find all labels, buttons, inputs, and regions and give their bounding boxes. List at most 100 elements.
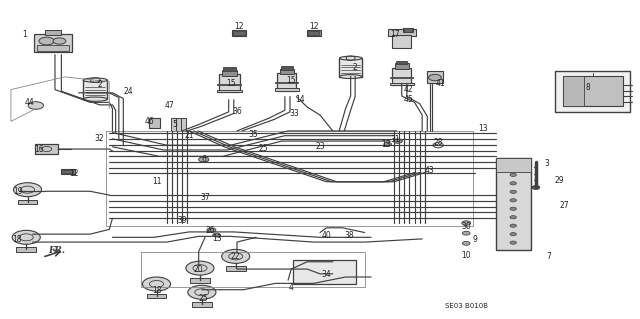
Circle shape [53, 38, 66, 44]
Text: 32: 32 [95, 134, 104, 143]
Circle shape [429, 74, 442, 81]
Circle shape [394, 139, 403, 143]
Bar [563, 76, 623, 106]
Circle shape [198, 157, 209, 162]
Text: 34: 34 [321, 270, 332, 279]
Text: 46: 46 [145, 117, 154, 126]
Bar [277, 73, 296, 91]
Text: 26: 26 [205, 226, 215, 234]
Circle shape [510, 233, 516, 236]
Text: 23: 23 [315, 142, 325, 151]
Text: 13: 13 [212, 234, 221, 243]
Text: FR.: FR. [48, 247, 65, 256]
Text: 21: 21 [184, 131, 194, 140]
Ellipse shape [339, 56, 362, 60]
Circle shape [39, 37, 54, 45]
Bar [37, 45, 69, 50]
Circle shape [463, 231, 470, 235]
Text: 12: 12 [234, 22, 244, 31]
Text: 8: 8 [586, 83, 591, 92]
Text: 13: 13 [478, 124, 488, 133]
Circle shape [510, 182, 516, 185]
Bar [563, 76, 584, 106]
Bar [390, 83, 414, 85]
Bar [35, 144, 58, 154]
Text: 11: 11 [152, 177, 162, 186]
Circle shape [186, 261, 214, 275]
Bar [232, 30, 246, 36]
Text: 6: 6 [202, 155, 206, 164]
Bar [403, 28, 413, 32]
Text: 4: 4 [289, 283, 294, 292]
Text: 47: 47 [165, 101, 175, 110]
Text: 7: 7 [546, 252, 551, 261]
Text: 2: 2 [97, 80, 102, 89]
Text: 20: 20 [194, 264, 204, 274]
Circle shape [510, 173, 516, 176]
Text: 27: 27 [559, 201, 569, 210]
Ellipse shape [83, 97, 108, 101]
Circle shape [28, 102, 44, 109]
Bar [307, 30, 321, 36]
Text: 1: 1 [22, 30, 28, 39]
Text: 43: 43 [425, 166, 435, 175]
Text: 28: 28 [433, 137, 443, 146]
Text: 17: 17 [390, 30, 399, 39]
Circle shape [384, 142, 392, 146]
Bar [219, 74, 239, 93]
Bar [275, 82, 298, 84]
Text: 12: 12 [69, 169, 79, 178]
Text: 36: 36 [232, 108, 242, 116]
Text: 35: 35 [249, 130, 259, 138]
Circle shape [510, 207, 516, 210]
Text: 5: 5 [172, 120, 177, 129]
Text: 18: 18 [12, 235, 21, 244]
Circle shape [13, 183, 42, 197]
Bar [147, 294, 166, 298]
Bar [308, 31, 319, 35]
Bar [555, 71, 630, 113]
Bar [216, 90, 242, 93]
Text: 33: 33 [289, 109, 300, 118]
Bar [281, 66, 292, 70]
Bar [190, 278, 210, 283]
Text: 13: 13 [381, 140, 390, 149]
Text: 18: 18 [152, 286, 161, 295]
Text: 22: 22 [231, 252, 241, 261]
Text: 41: 41 [435, 79, 445, 88]
Circle shape [188, 285, 216, 299]
Text: 38: 38 [344, 231, 353, 240]
Text: 10: 10 [461, 251, 470, 260]
Text: 37: 37 [200, 193, 210, 202]
Bar [293, 260, 356, 284]
Circle shape [510, 241, 516, 244]
Circle shape [212, 233, 220, 237]
Bar [226, 266, 246, 271]
Text: 39: 39 [178, 216, 188, 225]
Circle shape [510, 224, 516, 227]
Bar [392, 35, 412, 48]
Bar [275, 88, 299, 91]
Bar [217, 84, 241, 85]
Circle shape [221, 249, 250, 263]
Bar [180, 118, 186, 131]
Circle shape [510, 190, 516, 193]
Text: 25: 25 [199, 294, 209, 303]
Text: 12: 12 [309, 22, 318, 31]
Text: 31: 31 [390, 135, 400, 144]
Text: 14: 14 [295, 95, 305, 104]
Text: SE03 B010B: SE03 B010B [445, 303, 488, 309]
Circle shape [462, 221, 470, 225]
Text: 30: 30 [461, 222, 471, 231]
Bar [395, 63, 409, 69]
Text: 24: 24 [124, 87, 133, 96]
Text: 45: 45 [403, 95, 413, 104]
Circle shape [463, 241, 470, 245]
Bar [62, 170, 74, 174]
Circle shape [532, 186, 540, 189]
Bar [149, 118, 161, 128]
Text: 40: 40 [321, 231, 332, 240]
Text: 42: 42 [403, 85, 413, 94]
Bar [388, 29, 416, 36]
Bar [396, 61, 408, 64]
